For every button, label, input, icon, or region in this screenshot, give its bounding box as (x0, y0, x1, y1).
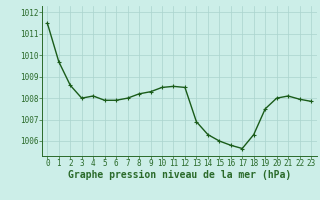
X-axis label: Graphe pression niveau de la mer (hPa): Graphe pression niveau de la mer (hPa) (68, 170, 291, 180)
